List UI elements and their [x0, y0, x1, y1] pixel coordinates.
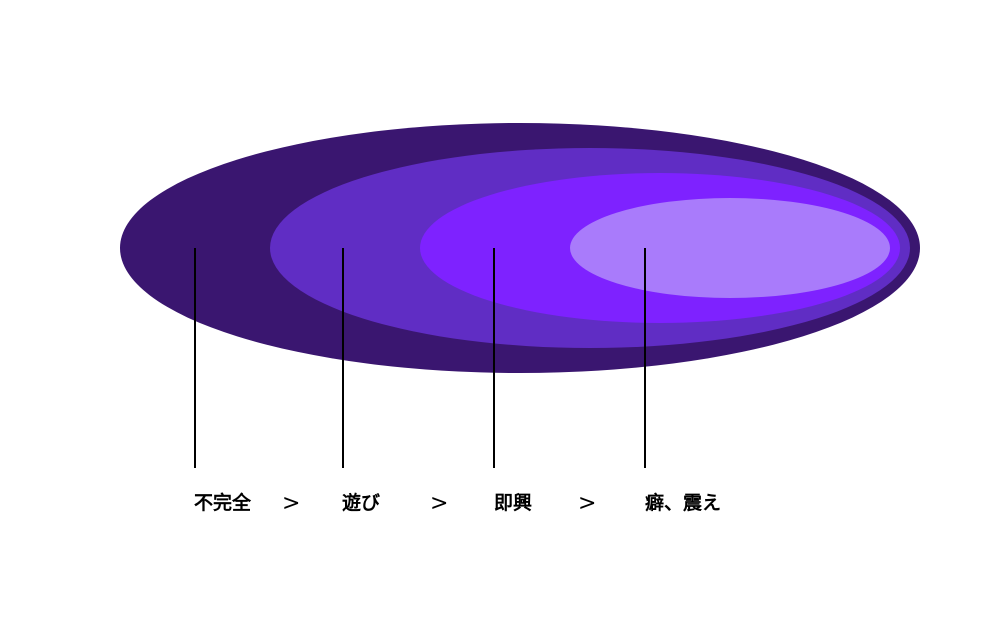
label-level-4: 癖、震え	[645, 491, 721, 514]
separator-2: >	[430, 491, 448, 516]
label-level-1: 不完全	[194, 491, 252, 514]
label-level-3: 即興	[494, 492, 532, 514]
separator-3: >	[578, 491, 596, 516]
ellipse-layer-4	[570, 198, 890, 298]
separator-1: >	[282, 491, 300, 516]
label-level-2: 遊び	[342, 491, 380, 514]
